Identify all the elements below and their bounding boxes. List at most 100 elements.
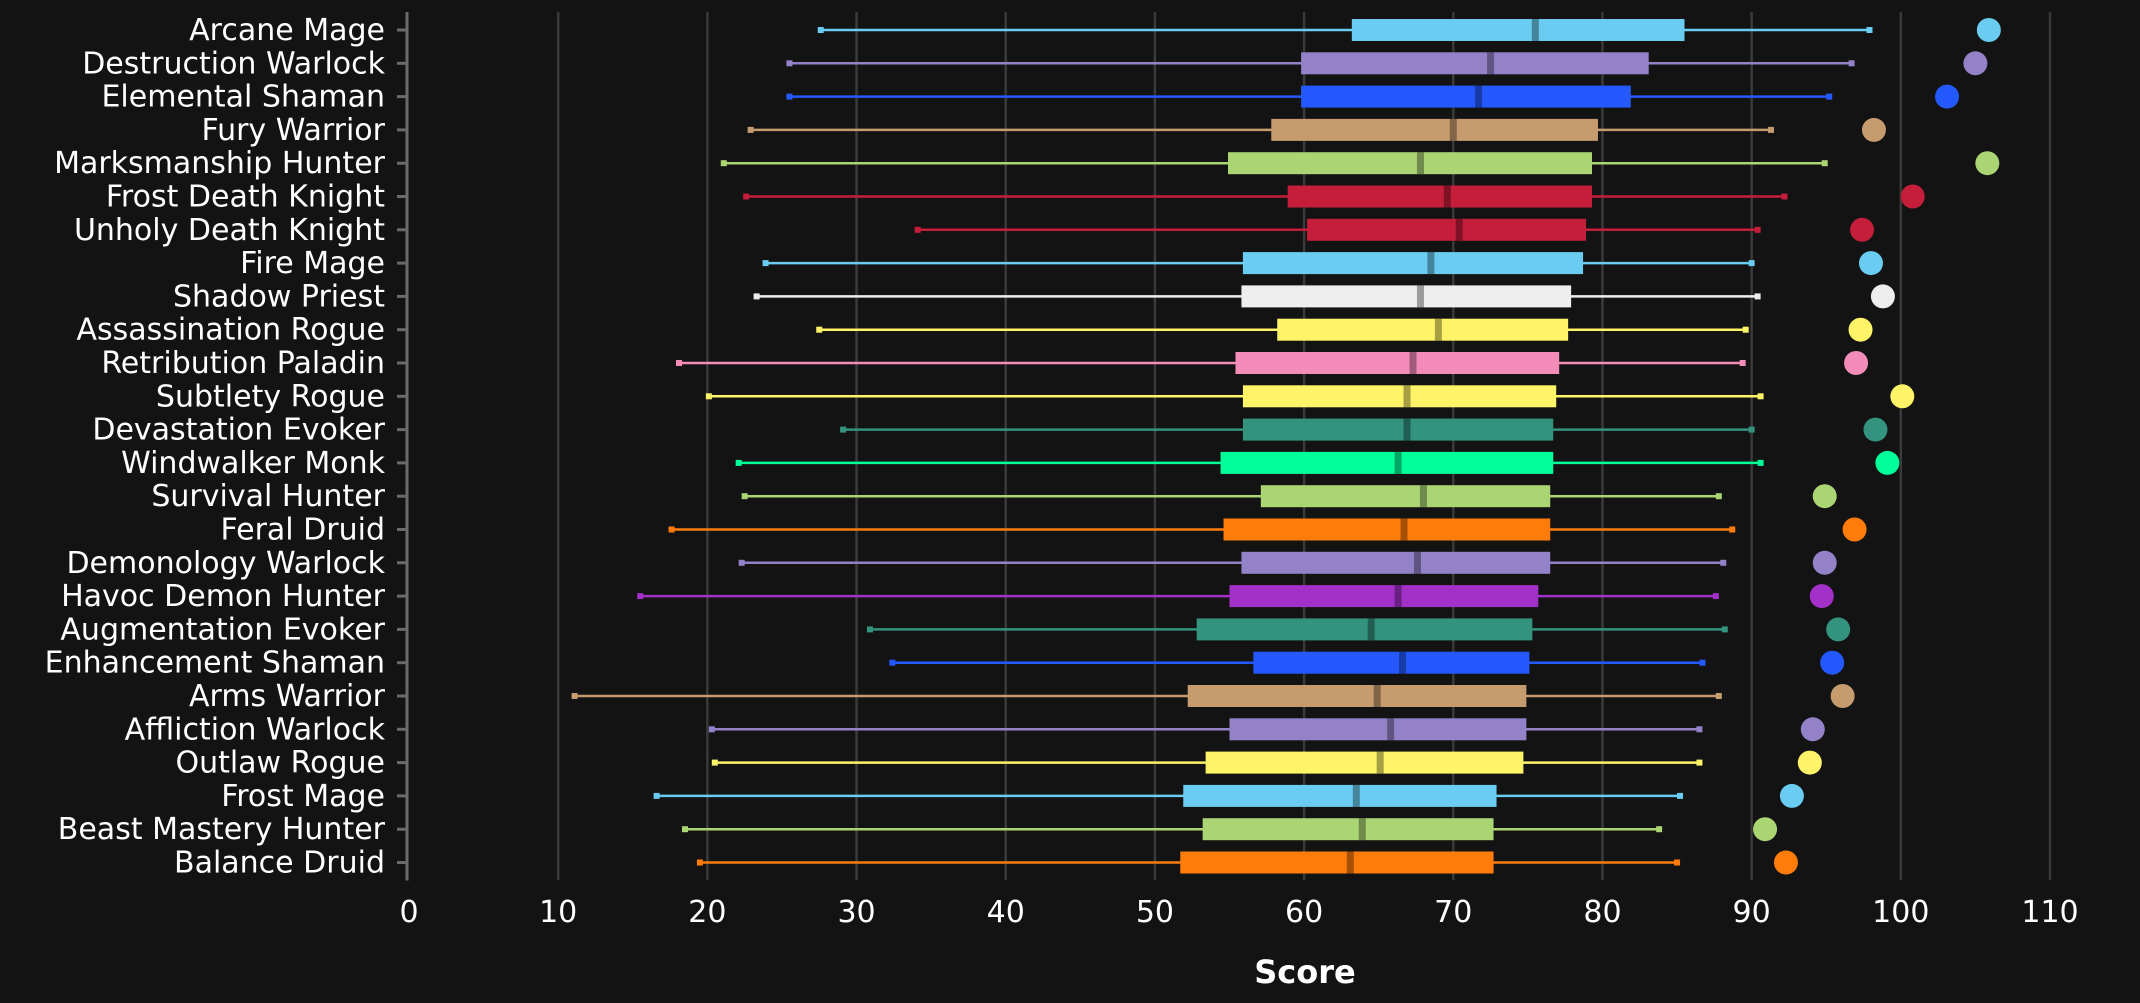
whisker-min bbox=[817, 27, 824, 33]
top-score-dot bbox=[1975, 151, 2000, 176]
whisker-max bbox=[1754, 226, 1761, 233]
whisker-min bbox=[711, 759, 718, 766]
iqr-box bbox=[1205, 751, 1524, 774]
top-score-dot bbox=[1850, 217, 1875, 242]
top-score-dot bbox=[1797, 750, 1822, 775]
top-score-dot bbox=[1800, 717, 1825, 742]
box-row bbox=[786, 84, 1960, 109]
whisker-max bbox=[1821, 160, 1828, 167]
category-label: Fire Mage bbox=[240, 246, 385, 281]
category-label: Windwalker Monk bbox=[121, 446, 386, 481]
whisker-max bbox=[1656, 826, 1663, 833]
category-label: Beast Mastery Hunter bbox=[58, 812, 386, 847]
category-label: Arms Warrior bbox=[189, 679, 386, 714]
category-label: Affliction Warlock bbox=[125, 712, 386, 747]
x-tick-label: 40 bbox=[987, 895, 1025, 930]
box-row bbox=[571, 684, 1855, 708]
iqr-box bbox=[1183, 784, 1497, 807]
median-marker bbox=[1387, 718, 1395, 741]
median-marker bbox=[1434, 318, 1442, 341]
median-marker bbox=[1394, 451, 1402, 474]
whisker-max bbox=[1721, 626, 1728, 633]
category-label: Survival Hunter bbox=[151, 479, 385, 514]
category-label: Feral Druid bbox=[221, 513, 386, 548]
iqr-box bbox=[1287, 185, 1593, 208]
iqr-box bbox=[1242, 252, 1584, 275]
median-marker bbox=[1449, 118, 1457, 141]
median-marker bbox=[1346, 851, 1354, 874]
category-label: Retribution Paladin bbox=[101, 346, 385, 381]
iqr-box bbox=[1277, 318, 1569, 341]
iqr-box bbox=[1229, 585, 1539, 608]
whisker-max bbox=[1739, 360, 1746, 366]
top-score-dot bbox=[1753, 817, 1778, 842]
whisker-min bbox=[840, 426, 847, 433]
category-label: Frost Mage bbox=[221, 779, 385, 814]
box-row bbox=[653, 783, 1804, 808]
top-score-dot bbox=[1861, 117, 1886, 142]
median-marker bbox=[1487, 52, 1495, 75]
whisker-max bbox=[1720, 559, 1727, 566]
category-label: Fury Warrior bbox=[201, 113, 385, 148]
box-row bbox=[889, 650, 1845, 675]
whisker-min bbox=[668, 526, 675, 533]
median-marker bbox=[1416, 285, 1424, 308]
top-score-dot bbox=[1863, 417, 1888, 442]
median-marker bbox=[1400, 518, 1408, 541]
top-score-dot bbox=[1830, 684, 1855, 708]
median-marker bbox=[1352, 784, 1360, 807]
top-score-dot bbox=[1858, 251, 1883, 276]
box-row bbox=[914, 217, 1875, 242]
whisker-max bbox=[1715, 693, 1722, 699]
category-label: Marksmanship Hunter bbox=[54, 146, 386, 181]
top-score-dot bbox=[1870, 284, 1895, 309]
category-label: Elemental Shaman bbox=[101, 80, 385, 115]
iqr-box bbox=[1229, 718, 1527, 741]
iqr-box bbox=[1241, 551, 1551, 574]
whisker-min bbox=[705, 393, 712, 400]
whisker-max bbox=[1696, 726, 1703, 733]
box-row bbox=[753, 284, 1895, 309]
category-label: Havoc Demon Hunter bbox=[61, 579, 386, 614]
median-marker bbox=[1419, 485, 1427, 508]
x-tick-label: 10 bbox=[539, 895, 577, 930]
iqr-box bbox=[1307, 218, 1587, 241]
top-score-dot bbox=[1875, 450, 1900, 475]
x-tick-label: 80 bbox=[1583, 895, 1621, 930]
whisker-max bbox=[1674, 859, 1681, 866]
whisker-min bbox=[708, 726, 715, 733]
whisker-max bbox=[1696, 759, 1703, 766]
x-tick-label: 60 bbox=[1285, 895, 1323, 930]
x-tick-label: 50 bbox=[1136, 895, 1174, 930]
top-score-dot bbox=[1812, 484, 1837, 509]
iqr-box bbox=[1235, 352, 1560, 374]
median-marker bbox=[1413, 551, 1421, 574]
whisker-min bbox=[681, 826, 688, 833]
box-row bbox=[705, 384, 1915, 409]
whisker-max bbox=[1757, 459, 1764, 466]
box-row bbox=[681, 817, 1778, 842]
x-tick-label: 100 bbox=[1872, 895, 1929, 930]
whisker-min bbox=[653, 792, 660, 799]
category-label: Destruction Warlock bbox=[82, 46, 385, 81]
box-row bbox=[747, 117, 1886, 142]
whisker-min bbox=[762, 260, 769, 267]
grid-lines bbox=[556, 12, 2052, 880]
whisker-min bbox=[676, 360, 683, 366]
whisker-min bbox=[743, 193, 750, 200]
iqr-box bbox=[1220, 451, 1554, 474]
iqr-box bbox=[1271, 118, 1598, 141]
top-score-dot bbox=[1848, 317, 1873, 342]
box-row bbox=[840, 417, 1888, 442]
iqr-box bbox=[1301, 52, 1649, 75]
top-score-dot bbox=[1900, 184, 1925, 209]
whisker-min bbox=[753, 293, 760, 300]
axes: 0 10 20 30 40 50 60 70 80 90 100 110 bbox=[397, 12, 2079, 930]
median-marker bbox=[1443, 185, 1451, 208]
top-score-dot bbox=[1963, 51, 1988, 76]
category-label: Demonology Warlock bbox=[66, 546, 385, 581]
iqr-box bbox=[1351, 19, 1685, 41]
iqr-box bbox=[1196, 618, 1533, 641]
x-tick-label: 20 bbox=[688, 895, 726, 930]
top-score-dot bbox=[1826, 617, 1851, 642]
